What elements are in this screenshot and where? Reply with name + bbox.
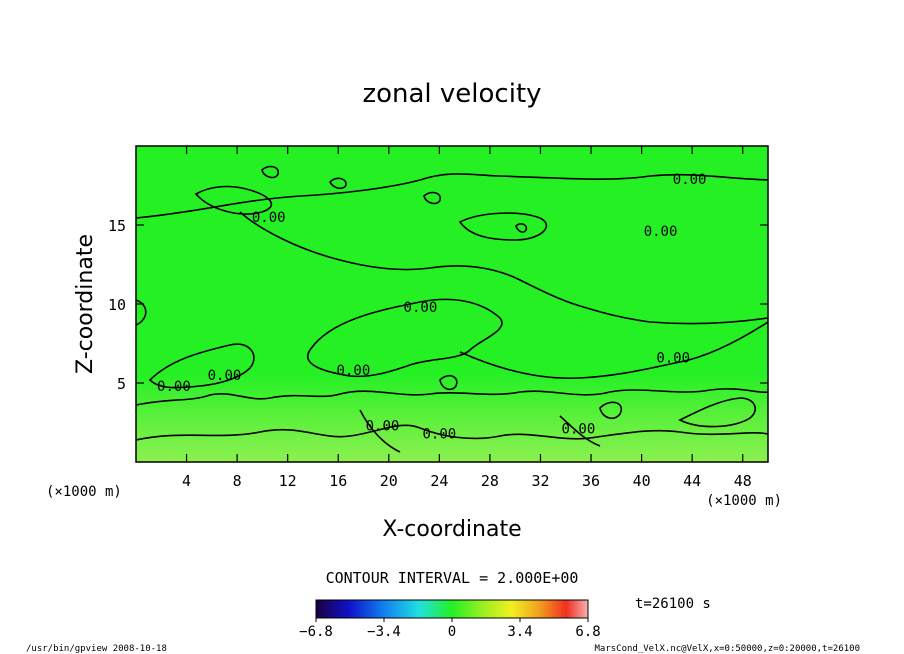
- colorbar: −6.8 −3.4 0 3.4 6.8: [299, 599, 601, 640]
- y-axis: 5 10 15: [108, 217, 768, 393]
- x-tick-label: 8: [233, 472, 242, 490]
- y-tick-label: 10: [108, 296, 126, 314]
- contour-label: 0.00: [673, 172, 707, 188]
- contour-line: [307, 298, 503, 378]
- x-tick-label: 48: [734, 472, 752, 490]
- x-tick-label: 24: [430, 472, 448, 490]
- contour-line: [459, 321, 768, 380]
- colorbar-tick-label: 3.4: [507, 624, 532, 640]
- contour-line: [559, 415, 601, 447]
- colorbar-ticks: −6.8 −3.4 0 3.4 6.8: [299, 618, 601, 640]
- x-tick-label: 32: [531, 472, 549, 490]
- footer-right: MarsCond_VelX.nc@VelX,x=0:50000,z=0:2000…: [594, 644, 860, 654]
- contour-label: 0.00: [423, 426, 457, 442]
- x-tick-label: 12: [279, 472, 297, 490]
- x-axis: 4 8 12 16 20 24 28 32 36 40 44 48: [182, 146, 752, 490]
- footer-left: /usr/bin/gpview 2008-10-18: [26, 644, 167, 654]
- x-tick-label: 16: [329, 472, 347, 490]
- y-tick-label: 5: [117, 375, 126, 393]
- contour-line: [194, 185, 273, 215]
- x-tick-label: 44: [683, 472, 701, 490]
- contour-label: 0.00: [208, 368, 242, 384]
- colorbar-tick-label: −6.8: [299, 624, 333, 640]
- chart-title: zonal velocity: [362, 79, 541, 109]
- time-text: t=26100 s: [635, 596, 711, 612]
- contour-line: [239, 211, 768, 325]
- velocity-field: [136, 146, 768, 462]
- contour-line: [261, 165, 279, 179]
- x-unit-left: (×1000 m): [46, 484, 122, 500]
- y-tick-label: 15: [108, 217, 126, 235]
- plot-area: 0.00 0.00 0.00 0.00 0.00 0.00 0.00 0.00 0.00 0.00…: [135, 145, 769, 463]
- contour-label: 0.00: [644, 224, 678, 240]
- x-unit-right: (×1000 m): [706, 493, 782, 509]
- colorbar-gradient: [315, 599, 589, 619]
- contour-line: [136, 388, 768, 406]
- contour-line: [148, 343, 255, 389]
- contour-line: [359, 409, 401, 453]
- contour-line: [136, 424, 768, 441]
- contour-label: 0.00: [656, 350, 690, 366]
- x-tick-label: 20: [380, 472, 398, 490]
- colorbar-tick-label: 0: [448, 624, 456, 640]
- contour-interval-text: CONTOUR INTERVAL = 2.000E+00: [326, 569, 579, 587]
- contour-label: 0.00: [366, 418, 400, 434]
- contour-line: [136, 173, 768, 219]
- contour-line: [423, 191, 441, 205]
- contour-line: [515, 223, 528, 233]
- contour-line: [458, 212, 547, 241]
- y-axis-label: Z-coordinate: [73, 234, 98, 374]
- x-tick-label: 4: [182, 472, 191, 490]
- x-tick-label: 36: [582, 472, 600, 490]
- x-tick-label: 40: [633, 472, 651, 490]
- contour-line: [599, 401, 623, 420]
- contour-line: [329, 177, 347, 190]
- colorbar-tick-label: 6.8: [575, 624, 600, 640]
- contour-line: [136, 299, 147, 326]
- contour-line: [439, 374, 458, 391]
- x-tick-label: 28: [481, 472, 499, 490]
- contour-label: 0.00: [404, 300, 438, 316]
- contour-line: [678, 397, 756, 428]
- contour-label: 0.00: [157, 379, 191, 395]
- contour-label: 0.00: [252, 210, 286, 226]
- contour-lines: [136, 165, 768, 453]
- contour-labels: 0.00 0.00 0.00 0.00 0.00 0.00 0.00 0.00 0.00 0.00…: [157, 172, 706, 442]
- contour-label: 0.00: [562, 422, 596, 438]
- contour-label: 0.00: [337, 363, 371, 379]
- colorbar-tick-label: −3.4: [367, 624, 401, 640]
- x-axis-label: X-coordinate: [382, 517, 521, 542]
